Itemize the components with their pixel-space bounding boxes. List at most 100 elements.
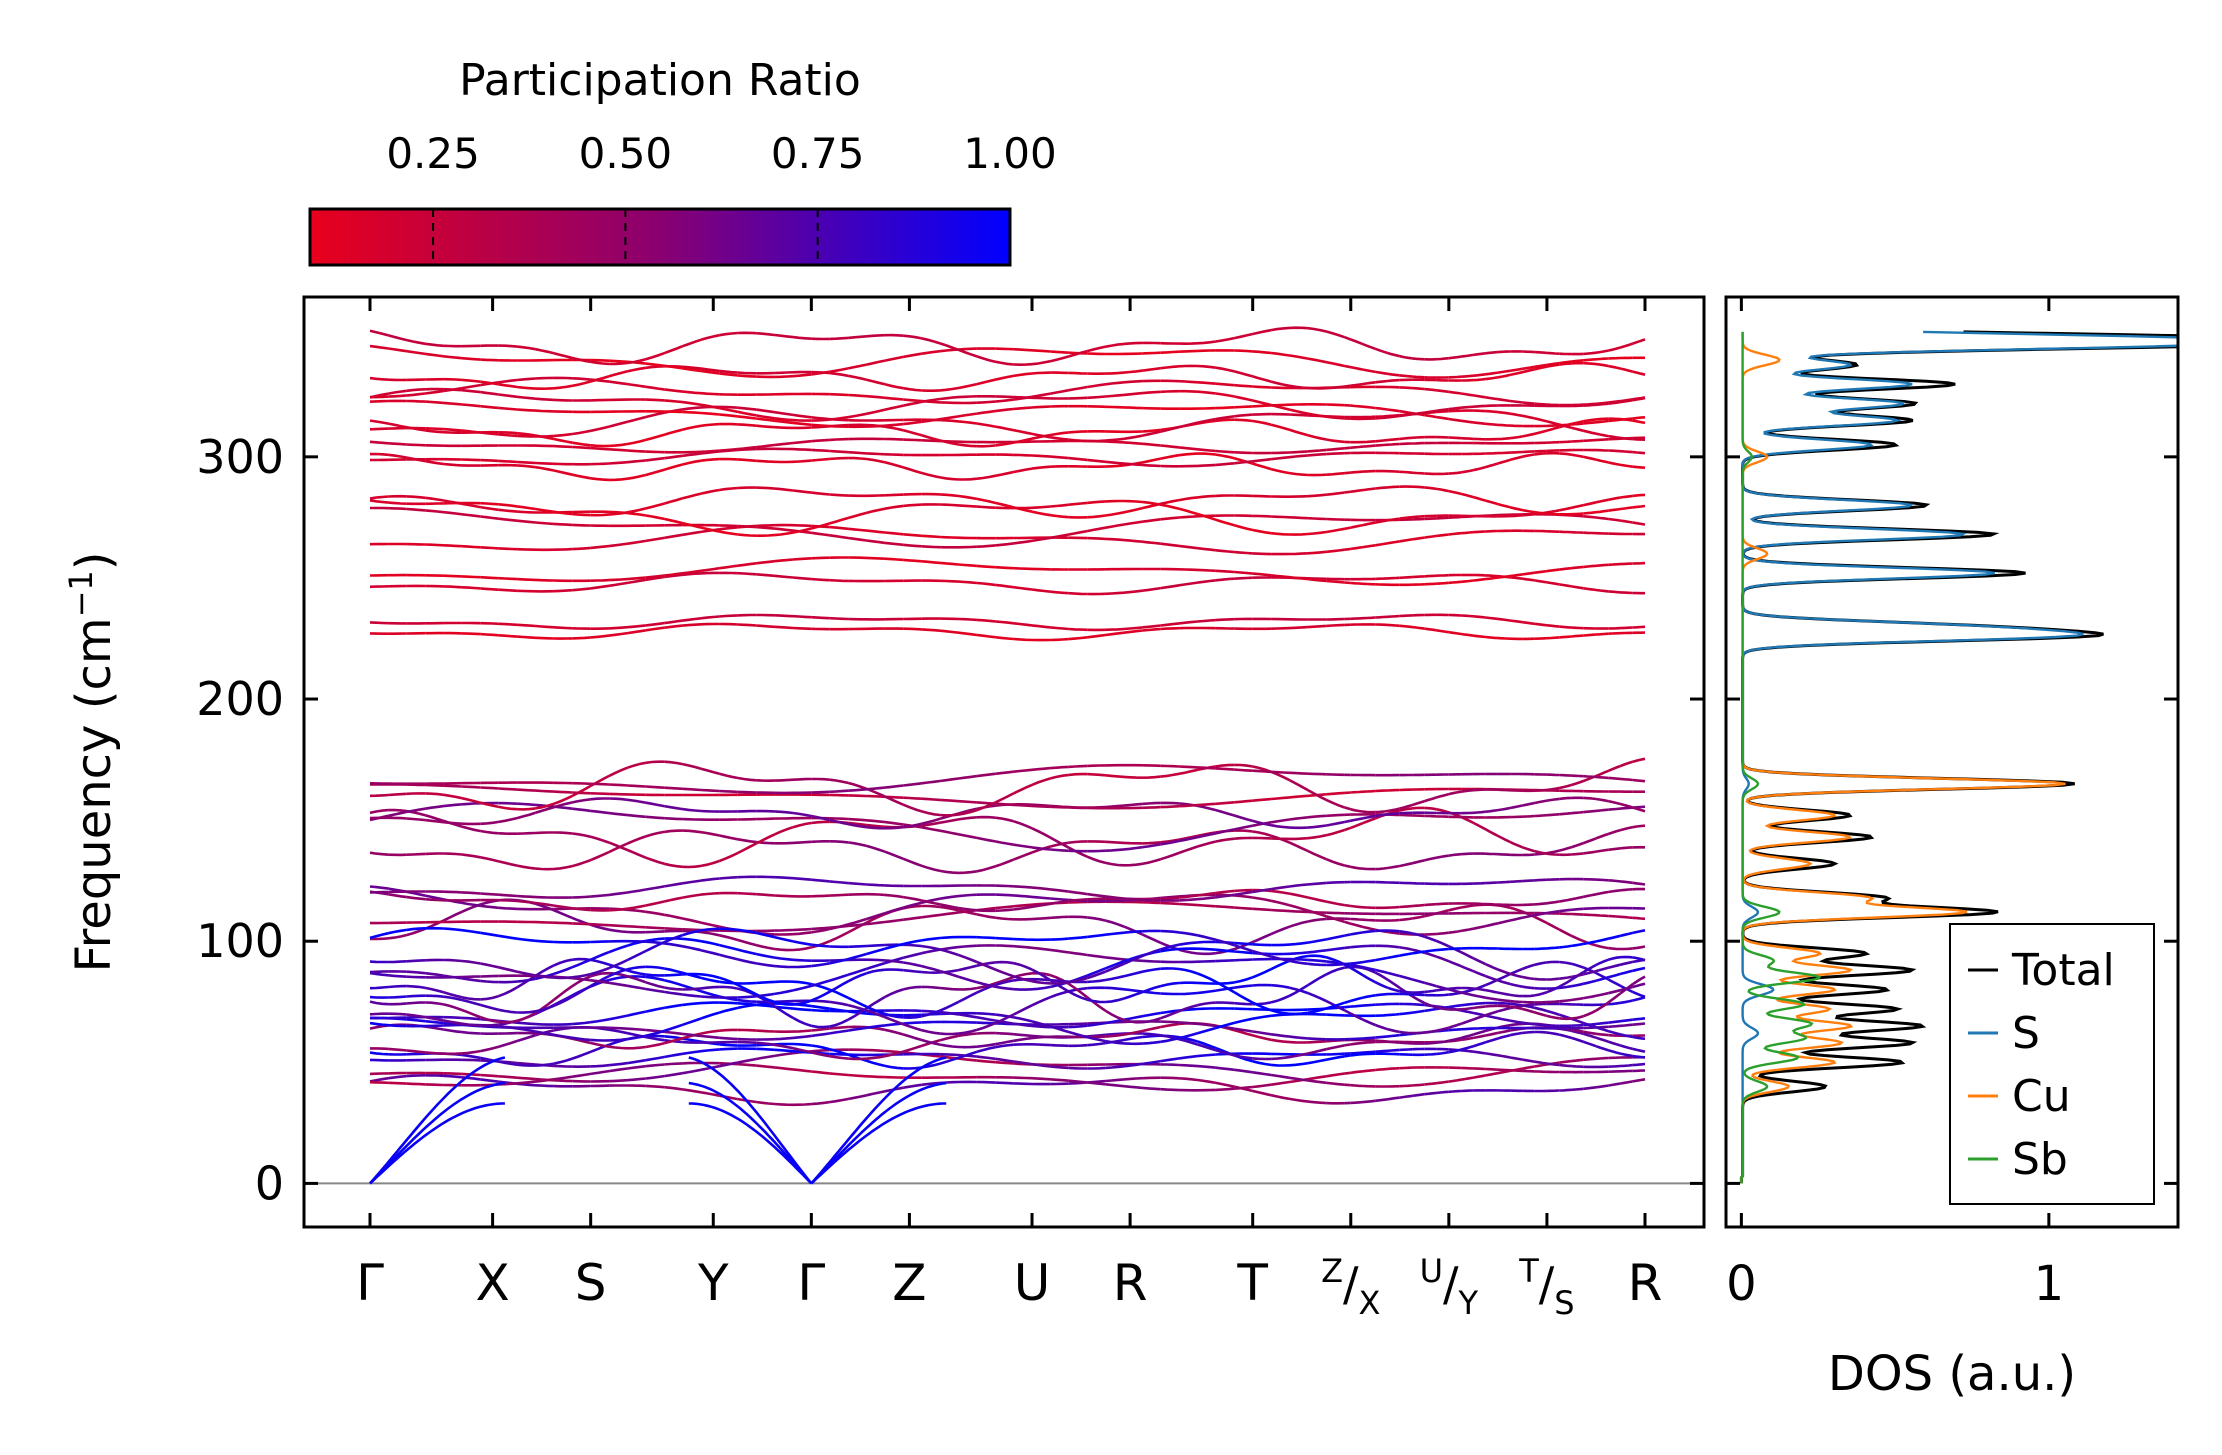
- band-line: [682, 521, 702, 529]
- band-line: [700, 809, 720, 813]
- band-line: [829, 392, 849, 397]
- band-line: [774, 425, 794, 430]
- band-line: [645, 626, 665, 632]
- band-line: [1234, 570, 1253, 575]
- band-line: [700, 526, 720, 533]
- band-line: [535, 578, 554, 582]
- band-line: [1424, 413, 1437, 419]
- band-line: [1375, 486, 1388, 490]
- band-line: [976, 909, 996, 913]
- band-line: [903, 1066, 922, 1070]
- band-line: [1013, 1004, 1033, 1016]
- band-line: [1608, 946, 1621, 951]
- band-line: [1497, 968, 1511, 976]
- band-line: [1160, 801, 1180, 805]
- band-line: [1424, 989, 1437, 994]
- band-line: [480, 505, 499, 512]
- band-line: [682, 864, 702, 869]
- band-line: [1571, 585, 1584, 590]
- band-line: [1031, 454, 1051, 458]
- band-line: [1350, 1083, 1364, 1088]
- band-line: [1160, 947, 1180, 953]
- band-line: [829, 973, 849, 982]
- band-line: [1160, 516, 1180, 521]
- band-line: [461, 378, 481, 383]
- band-line: [553, 510, 573, 516]
- band-line: [406, 1049, 426, 1054]
- band-line: [1387, 788, 1400, 792]
- band-line: [1411, 994, 1425, 1005]
- band-line: [976, 960, 996, 971]
- band-line: [792, 489, 812, 494]
- band-line: [1142, 967, 1161, 973]
- band-line: [1105, 631, 1125, 637]
- band-line: [1068, 890, 1088, 896]
- band-line: [884, 493, 904, 497]
- band-line: [1325, 914, 1345, 924]
- band-line: [535, 901, 555, 907]
- band-line: [1050, 915, 1069, 920]
- band-line: [1473, 1001, 1486, 1006]
- band-line: [406, 338, 426, 346]
- band-line: [811, 1008, 830, 1013]
- band-line: [976, 1059, 996, 1064]
- band-line: [903, 503, 922, 508]
- band-line: [811, 577, 830, 582]
- band-line: [1031, 505, 1051, 510]
- band-line: [1105, 895, 1125, 900]
- band-line: [1485, 1037, 1499, 1044]
- band-line: [848, 944, 867, 949]
- band-line: [1215, 948, 1235, 953]
- band-line: [811, 962, 830, 968]
- band-line: [1375, 813, 1388, 818]
- band-line: [461, 1058, 481, 1062]
- band-line: [627, 984, 647, 991]
- band-line: [1234, 405, 1253, 409]
- band-line: [1013, 905, 1033, 911]
- band-line: [553, 432, 573, 438]
- band-line: [1595, 417, 1609, 421]
- band-line: [1141, 984, 1162, 994]
- band-line: [829, 789, 849, 794]
- band-line: [1215, 893, 1235, 899]
- band-line: [369, 495, 389, 500]
- band-line: [1448, 1022, 1462, 1029]
- band-line: [976, 982, 996, 990]
- band-line: [664, 973, 683, 977]
- band-line: [1570, 934, 1585, 943]
- band-line: [976, 1016, 996, 1022]
- band-line: [792, 811, 812, 818]
- band-line: [737, 1037, 757, 1041]
- band-line: [1595, 401, 1609, 406]
- band-line: [884, 1050, 904, 1058]
- band-line: [700, 1091, 720, 1097]
- band-line: [627, 1010, 647, 1017]
- band-line: [1050, 1065, 1069, 1070]
- band-line: [1411, 1092, 1425, 1098]
- band-line: [866, 1075, 885, 1079]
- band-line: [792, 418, 812, 422]
- band-line: [645, 450, 665, 454]
- band-line: [443, 1015, 462, 1020]
- band-line: [903, 420, 922, 426]
- dos-x-tick-label: 1: [2034, 1256, 2065, 1312]
- band-line: [1031, 371, 1051, 375]
- band-line: [1031, 985, 1051, 991]
- band-line: [1179, 568, 1198, 572]
- band-line: [940, 418, 959, 423]
- band-line: [866, 825, 885, 830]
- band-line: [995, 770, 1014, 776]
- band-line: [1534, 449, 1547, 453]
- band-line: [572, 380, 592, 388]
- band-line: [1595, 1032, 1609, 1037]
- band-line: [903, 1013, 922, 1017]
- band-line: [1123, 802, 1143, 807]
- band-line: [719, 369, 738, 374]
- band-line: [535, 974, 554, 979]
- band-line: [1123, 970, 1143, 978]
- band-line: [737, 958, 757, 965]
- band-line: [737, 981, 757, 985]
- band-line: [480, 904, 499, 910]
- band-line: [1461, 1006, 1474, 1011]
- band-line: [1344, 335, 1352, 341]
